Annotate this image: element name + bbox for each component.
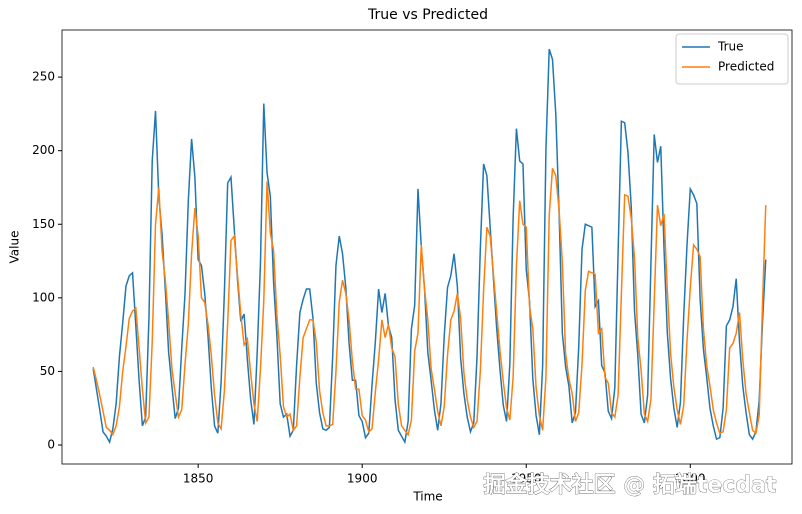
x-tick-label: 1900	[347, 472, 378, 486]
y-tick-label: 0	[47, 438, 55, 452]
chart-title: True vs Predicted	[367, 7, 488, 23]
plot-frame	[61, 29, 793, 465]
x-tick-label: 2000	[675, 472, 706, 486]
line-series	[92, 48, 767, 445]
line-series	[92, 168, 767, 437]
y-tick-label: 200	[32, 143, 55, 157]
y-tick-label: 50	[40, 364, 55, 378]
y-tick-label: 150	[32, 217, 55, 231]
legend: True Predicted	[675, 33, 789, 85]
legend-label: True	[717, 40, 744, 54]
y-axis-label: Value	[8, 231, 22, 264]
x-tick-label: 1950	[511, 472, 542, 486]
x-axis-label: Time	[412, 490, 442, 504]
x-tick-label: 1850	[183, 472, 214, 486]
legend-label: Predicted	[718, 60, 774, 74]
y-tick-label: 250	[32, 70, 55, 84]
y-tick-label: 100	[32, 290, 55, 304]
watermark: 掘金技术社区 @ 拓端tecdat	[484, 472, 777, 498]
